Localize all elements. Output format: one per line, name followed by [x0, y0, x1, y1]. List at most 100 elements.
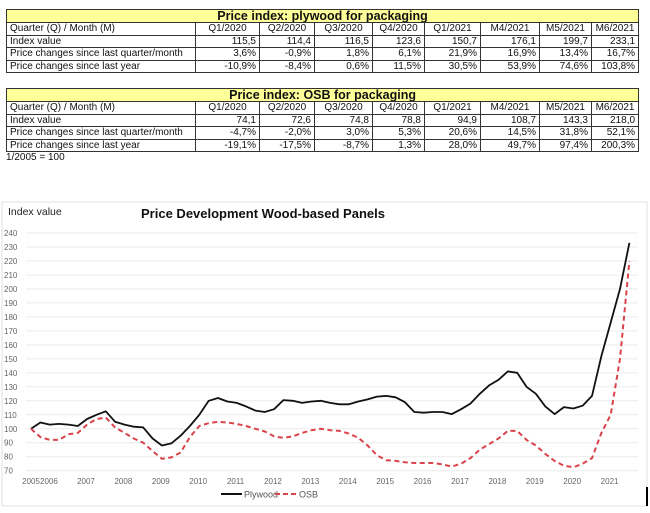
table-cell: 1,3% — [372, 138, 425, 152]
row-label: Index value — [6, 113, 196, 127]
table-cell: -10,9% — [195, 59, 260, 73]
x-tick-label: 2012 — [264, 477, 282, 486]
y-tick-label: 70 — [4, 467, 13, 476]
plywood-price-table: Price index: plywood for packaging Quarte… — [5, 9, 640, 73]
table-cell: 20,6% — [424, 126, 481, 140]
column-header: M5/2021 — [539, 22, 592, 36]
table-cell: 103,8% — [590, 59, 640, 73]
y-tick-label: 110 — [4, 411, 17, 420]
column-header: Q1/2020 — [195, 101, 260, 115]
table-cell: 143,3 — [539, 113, 592, 127]
x-tick-label: 2009 — [152, 477, 170, 486]
table-cell: 200,3% — [590, 138, 640, 152]
chart-frame — [1, 201, 648, 507]
y-tick-label: 120 — [4, 397, 18, 406]
y-tick-label: 80 — [4, 453, 13, 462]
column-header: M6/2021 — [590, 101, 640, 115]
x-tick-label: 2005 — [22, 477, 40, 486]
x-tick-label: 2011 — [227, 477, 245, 486]
table-header-row: Quarter (Q) / Month (M) Q1/2020 Q2/2020 Q3/… — [6, 101, 640, 115]
x-tick-label: 2020 — [563, 477, 581, 486]
x-tick-label: 2013 — [301, 477, 319, 486]
column-header: Q3/2020 — [314, 101, 373, 115]
table-cell: 115,5 — [195, 34, 260, 48]
row-label: Price changes since last year — [6, 59, 196, 73]
divider-mark — [646, 487, 648, 506]
table-cell: -17,5% — [259, 138, 315, 152]
table-cell: 31,8% — [539, 126, 592, 140]
y-tick-label: 130 — [4, 383, 18, 392]
x-tick-label: 2015 — [376, 477, 394, 486]
table-cell: -2,0% — [259, 126, 315, 140]
x-tick-label: 2016 — [414, 477, 432, 486]
column-header: M4/2021 — [480, 101, 540, 115]
table-cell: 11,5% — [372, 59, 425, 73]
column-header: Quarter (Q) / Month (M) — [6, 22, 196, 36]
y-tick-label: 160 — [4, 341, 18, 350]
y-tick-label: 150 — [4, 355, 18, 364]
x-tick-label: 2007 — [77, 477, 95, 486]
table-cell: 74,8 — [314, 113, 373, 127]
osb-price-table: Price index: OSB for packaging Quarter (Q… — [5, 88, 640, 152]
row-label: Price changes since last quarter/month — [6, 47, 196, 61]
table-cell: 1,8% — [314, 47, 373, 61]
x-tick-label: 2018 — [488, 477, 506, 486]
table-cell: 13,4% — [539, 47, 592, 61]
table-cell: 74,1 — [195, 113, 260, 127]
table-cell: 52,1% — [590, 126, 640, 140]
column-header: Q2/2020 — [259, 22, 315, 36]
y-tick-label: 210 — [4, 271, 18, 280]
column-header: M6/2021 — [590, 22, 640, 36]
table-cell: 116,5 — [314, 34, 373, 48]
row-label: Price changes since last quarter/month — [6, 126, 196, 140]
table-cell: 30,5% — [424, 59, 481, 73]
chart-title: Price Development Wood-based Panels — [141, 206, 385, 221]
table-cell: 14,5% — [480, 126, 540, 140]
series-line-plywood — [30, 242, 631, 447]
y-tick-label: 230 — [4, 243, 18, 252]
column-header: Q1/2021 — [424, 101, 481, 115]
table-row: Price changes since last quarter/month 3,… — [6, 47, 640, 61]
legend: Plywood OSB — [221, 490, 318, 500]
table-cell: -0,9% — [259, 47, 315, 61]
column-header: M5/2021 — [539, 101, 592, 115]
table-cell: 16,9% — [480, 47, 540, 61]
series-line-osb — [30, 260, 631, 469]
x-tick-label: 2021 — [601, 477, 619, 486]
legend-osb-label: OSB — [299, 490, 318, 500]
table-cell: 5,3% — [372, 126, 425, 140]
base-note: 1/2005 = 100 — [6, 152, 65, 163]
table-header-row: Quarter (Q) / Month (M) Q1/2020 Q2/2020 Q3/… — [6, 22, 640, 36]
column-header: Q4/2020 — [372, 101, 425, 115]
table-title: Price index: plywood for packaging — [5, 9, 640, 23]
column-header: Q1/2020 — [195, 22, 260, 36]
table-cell: 6,1% — [372, 47, 425, 61]
y-tick-label: 180 — [4, 313, 18, 322]
table-cell: 0,6% — [314, 59, 373, 73]
y-tick-label: 200 — [4, 285, 18, 294]
x-tick-label: 2008 — [114, 477, 132, 486]
row-label: Price changes since last year — [6, 138, 196, 152]
table-row: Price changes since last quarter/month -4… — [6, 126, 640, 140]
y-tick-label: 170 — [4, 327, 18, 336]
table-cell: -4,7% — [195, 126, 260, 140]
table-cell: 3,0% — [314, 126, 373, 140]
table-title: Price index: OSB for packaging — [5, 88, 640, 102]
x-tick-label: 2019 — [526, 477, 544, 486]
column-header: M4/2021 — [480, 22, 540, 36]
column-header: Quarter (Q) / Month (M) — [6, 101, 196, 115]
y-tick-label: 220 — [4, 257, 18, 266]
table-cell: 199,7 — [539, 34, 592, 48]
table-cell: 108,7 — [480, 113, 540, 127]
legend-plywood-label: Plywood — [244, 490, 278, 500]
table-cell: 123,6 — [372, 34, 425, 48]
table-cell: 74,6% — [539, 59, 592, 73]
y-tick-label: 190 — [4, 299, 18, 308]
table-cell: 233,1 — [590, 34, 640, 48]
table-cell: -8,4% — [259, 59, 315, 73]
y-tick-label: 90 — [4, 439, 13, 448]
column-header: Q4/2020 — [372, 22, 425, 36]
table-row: Index value 74,1 72,6 74,8 78,8 94,9 108,7 143,… — [6, 113, 640, 127]
table-cell: 16,7% — [590, 47, 640, 61]
y-tick-label: 100 — [4, 425, 18, 434]
